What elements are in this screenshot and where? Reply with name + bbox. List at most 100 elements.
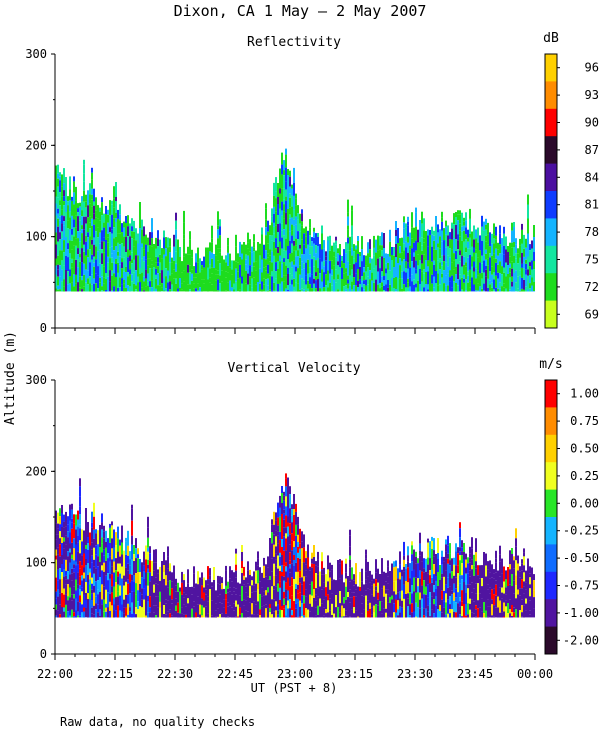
echo-cell — [97, 556, 99, 567]
echo-cell — [401, 252, 403, 262]
echo-cell — [83, 286, 85, 292]
echo-cell — [341, 616, 343, 618]
echo-cell — [57, 213, 59, 219]
echo-cell — [247, 255, 249, 269]
echo-cell — [61, 543, 63, 555]
echo-cell — [313, 231, 315, 238]
echo-cell — [63, 205, 65, 217]
echo-cell — [505, 606, 507, 618]
echo-cell — [269, 612, 271, 618]
echo-cell — [179, 265, 181, 278]
echo-cell — [183, 270, 185, 282]
echo-cell — [455, 577, 457, 589]
echo-cell — [197, 290, 199, 292]
echo-cell — [487, 258, 489, 266]
echo-cell — [509, 267, 511, 273]
echo-cell — [135, 255, 137, 271]
echo-cell — [85, 269, 87, 283]
echo-cell — [75, 561, 77, 566]
echo-cell — [515, 598, 517, 610]
echo-cell — [347, 229, 349, 238]
echo-cell — [143, 610, 145, 618]
echo-cell — [289, 560, 291, 565]
echo-cell — [415, 226, 417, 241]
echo-cell — [299, 606, 301, 617]
echo-cell — [61, 505, 63, 513]
echo-cell — [317, 605, 319, 615]
echo-cell — [347, 585, 349, 592]
echo-cell — [93, 516, 95, 530]
echo-cell — [91, 172, 93, 180]
echo-cell — [123, 227, 125, 237]
colorbar-label: 0.50 — [570, 442, 599, 456]
echo-cell — [305, 275, 307, 285]
echo-cell — [423, 608, 425, 616]
echo-cell — [61, 537, 63, 543]
echo-cell — [283, 250, 285, 259]
echo-cell — [353, 264, 355, 278]
echo-cell — [367, 242, 369, 254]
echo-cell — [121, 587, 123, 595]
echo-cell — [119, 264, 121, 278]
echo-cell — [127, 530, 129, 546]
echo-cell — [227, 282, 229, 292]
echo-cell — [163, 254, 165, 259]
echo-cell — [111, 262, 113, 271]
echo-cell — [277, 543, 279, 556]
x-tick-label: 22:15 — [97, 667, 133, 681]
echo-cell — [75, 259, 77, 275]
echo-cell — [441, 255, 443, 262]
echo-cell — [175, 238, 177, 252]
echo-cell — [91, 199, 93, 207]
echo-cell — [107, 256, 109, 263]
echo-cell — [455, 287, 457, 292]
echo-cell — [267, 592, 269, 608]
echo-cell — [275, 559, 277, 567]
echo-cell — [303, 595, 305, 604]
echo-cell — [79, 478, 81, 487]
echo-cell — [423, 287, 425, 292]
echo-cell — [355, 285, 357, 292]
echo-cell — [293, 494, 295, 509]
echo-cell — [391, 278, 393, 287]
echo-cell — [465, 266, 467, 280]
echo-cell — [243, 242, 245, 256]
echo-cell — [93, 592, 95, 606]
echo-cell — [411, 561, 413, 571]
echo-cell — [407, 598, 409, 607]
echo-cell — [397, 243, 399, 256]
echo-cell — [287, 221, 289, 232]
echo-cell — [293, 541, 295, 547]
echo-cell — [139, 559, 141, 565]
echo-cell — [177, 270, 179, 279]
echo-cell — [489, 257, 491, 272]
echo-cell — [365, 579, 367, 584]
echo-cell — [281, 526, 283, 532]
echo-cell — [289, 262, 291, 274]
echo-cell — [57, 269, 59, 277]
echo-cell — [127, 594, 129, 604]
echo-cell — [157, 607, 159, 618]
echo-cell — [479, 250, 481, 263]
colorbar-swatch — [545, 599, 557, 628]
echo-cell — [325, 574, 327, 588]
echo-cell — [435, 567, 437, 576]
echo-cell — [295, 562, 297, 572]
echo-cell — [181, 594, 183, 608]
echo-cell — [379, 574, 381, 589]
echo-cell — [527, 289, 529, 292]
echo-cell — [473, 565, 475, 576]
echo-cell — [97, 544, 99, 557]
echo-cell — [55, 523, 57, 535]
echo-cell — [139, 255, 141, 268]
echo-cell — [247, 232, 249, 243]
echo-cell — [307, 544, 309, 558]
echo-cell — [343, 286, 345, 292]
echo-cell — [231, 581, 233, 595]
echo-cell — [393, 567, 395, 582]
echo-cell — [349, 546, 351, 556]
echo-cell — [145, 269, 147, 279]
echo-cell — [433, 230, 435, 236]
echo-cell — [313, 557, 315, 564]
echo-cell — [119, 539, 121, 546]
